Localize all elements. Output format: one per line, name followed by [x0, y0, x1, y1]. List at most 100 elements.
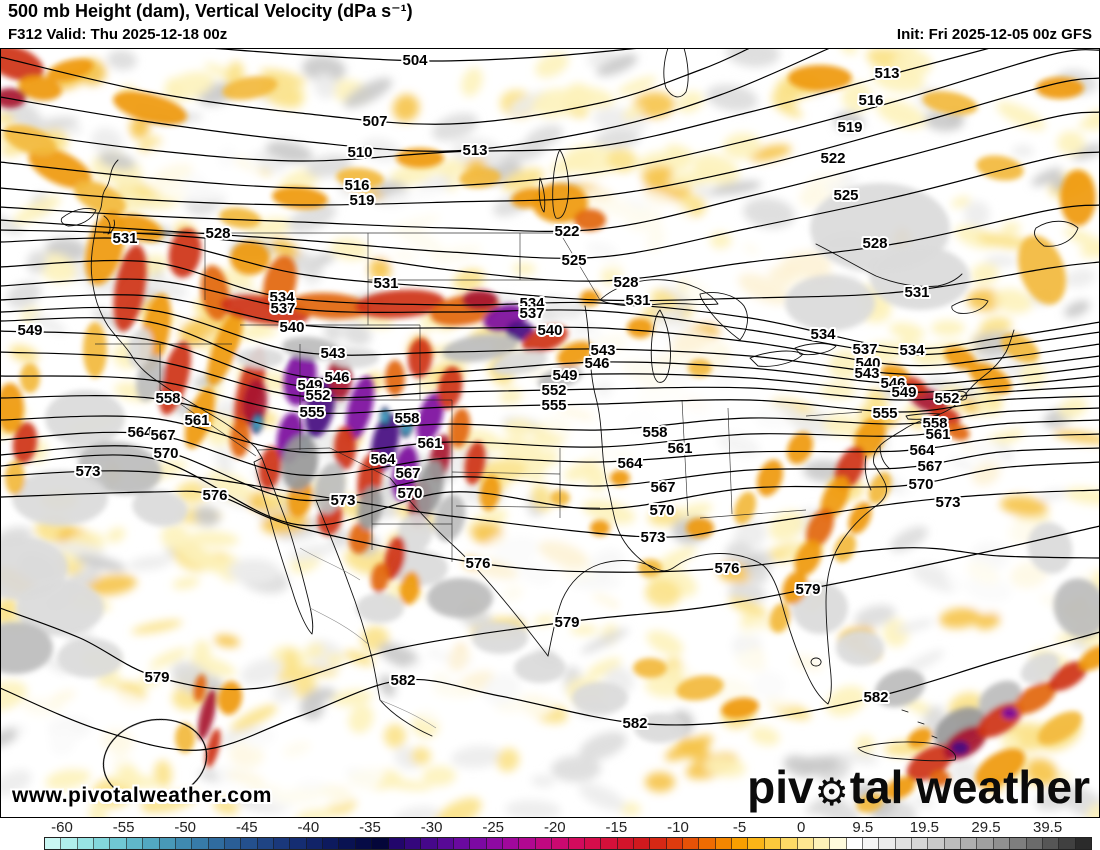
contour-label: 561 [925, 426, 950, 443]
contour-label: 582 [390, 672, 415, 689]
colorbar-cell [732, 838, 749, 849]
contour-label: 558 [394, 410, 419, 427]
contour-label: 549 [17, 322, 42, 339]
colorbar-cell [290, 838, 307, 849]
colorbar-tick-label: 39.5 [1032, 819, 1063, 836]
contour-label: 534 [810, 326, 836, 343]
colorbar-cell [813, 838, 831, 849]
contour-label: 564 [617, 455, 643, 472]
gear-icon: ⚙ [814, 772, 849, 814]
contour-label: 510 [347, 144, 372, 161]
colorbar-cell [355, 838, 373, 849]
contour-label: 534 [899, 342, 925, 359]
contour-label: 573 [935, 494, 960, 511]
contour-label: 582 [863, 689, 888, 706]
contour-label: 579 [795, 581, 820, 598]
contour-label: 579 [554, 614, 579, 631]
colorbar-tick-label: -20 [543, 819, 566, 836]
contour-label: 555 [541, 397, 566, 414]
contour-label: 528 [862, 235, 887, 252]
contour-label: 531 [112, 230, 137, 247]
init-time-label: Init: Fri 2025-12-05 00z GFS [896, 26, 1092, 43]
colorbar-cell [879, 838, 896, 849]
contour-label: 546 [324, 369, 349, 386]
colorbar-cell [1059, 838, 1076, 849]
contour-label: 570 [649, 502, 674, 519]
logo-text-left: piv [747, 761, 814, 813]
colorbar-cell [77, 838, 95, 849]
colorbar-tick-label: -5 [732, 819, 747, 836]
contour-label: 567 [395, 465, 420, 482]
colorbar-tick-label: -50 [174, 819, 197, 836]
colorbar-cell [650, 838, 667, 849]
contour-label: 522 [554, 223, 579, 240]
contour-label: 558 [922, 415, 947, 432]
colorbar-tick-label: 9.5 [852, 819, 874, 836]
contour-label: 507 [362, 113, 387, 130]
colorbar-cell [159, 838, 176, 849]
colorbar-cell [928, 838, 945, 849]
colorbar-tick-row: -60 -55 -50 -45 -40 -35 -30 -25 -20 -15 -10 -5 0 9.5 1… [0, 818, 1100, 837]
contour-label: 531 [625, 292, 650, 309]
contour-label: 543 [320, 345, 345, 362]
contour-label: 555 [872, 405, 897, 422]
colorbar-cell [372, 838, 389, 849]
colorbar-cell [257, 838, 275, 849]
contour-label: 570 [908, 476, 933, 493]
contour-label: 549 [552, 367, 577, 384]
contour-label: 534 [519, 295, 545, 312]
colorbar-cell [715, 838, 733, 849]
colorbar-cell [797, 838, 814, 849]
contour-label: 549 [891, 384, 916, 401]
colorbar-cell [584, 838, 602, 849]
colorbar-tick-label: -25 [482, 819, 505, 836]
colorbar-cell [306, 838, 324, 849]
colorbar-cell [568, 838, 585, 849]
colorbar-tick-label: -45 [235, 819, 258, 836]
contour-label: 579 [144, 669, 169, 686]
contour-label: 567 [917, 458, 942, 475]
colorbar-cell [961, 838, 978, 849]
contour-label: 513 [462, 142, 487, 159]
colorbar-cell [552, 838, 569, 849]
contour-label: 558 [155, 390, 180, 407]
colorbar-tick-label: -55 [112, 819, 135, 836]
contour-label: 573 [330, 492, 355, 509]
colorbar-cell [274, 838, 291, 849]
colorbar-cell [895, 838, 913, 849]
colorbar-cell [470, 838, 487, 849]
contour-label: 552 [305, 387, 330, 404]
colorbar-cell [993, 838, 1011, 849]
colorbar-cell [110, 838, 127, 849]
contour-label: 573 [640, 529, 665, 546]
contour-label: 555 [299, 404, 324, 421]
contour-label: 546 [880, 375, 905, 392]
colorbar-cell [617, 838, 634, 849]
watermark: www.pivotalweather.com [12, 784, 272, 807]
contour-label: 531 [904, 284, 929, 301]
contour-label: 576 [202, 487, 227, 504]
colorbar-tick-label: -40 [297, 819, 320, 836]
colorbar-cell [192, 838, 209, 849]
colorbar-tick-label: -35 [359, 819, 381, 836]
contour-label: 516 [344, 177, 369, 194]
contour-label: 561 [184, 412, 209, 429]
contour-label: 549 [297, 377, 322, 394]
logo-text-right: tal weather [849, 761, 1090, 813]
contour-label: 576 [465, 555, 490, 572]
colorbar-tick-label: 0 [797, 819, 806, 836]
contour-label: 543 [590, 342, 615, 359]
contour-label: 552 [934, 390, 959, 407]
contour-label: 552 [541, 382, 566, 399]
colorbar-cell [388, 838, 405, 849]
colorbar-cell [94, 838, 111, 849]
colorbar-cell [175, 838, 193, 849]
contour-label: 540 [855, 355, 880, 372]
contour-label: 534 [269, 289, 295, 306]
contour-label: 540 [279, 319, 304, 336]
colorbar [44, 837, 1092, 850]
contour-label: 537 [852, 341, 877, 358]
colorbar-cell [1042, 838, 1060, 849]
